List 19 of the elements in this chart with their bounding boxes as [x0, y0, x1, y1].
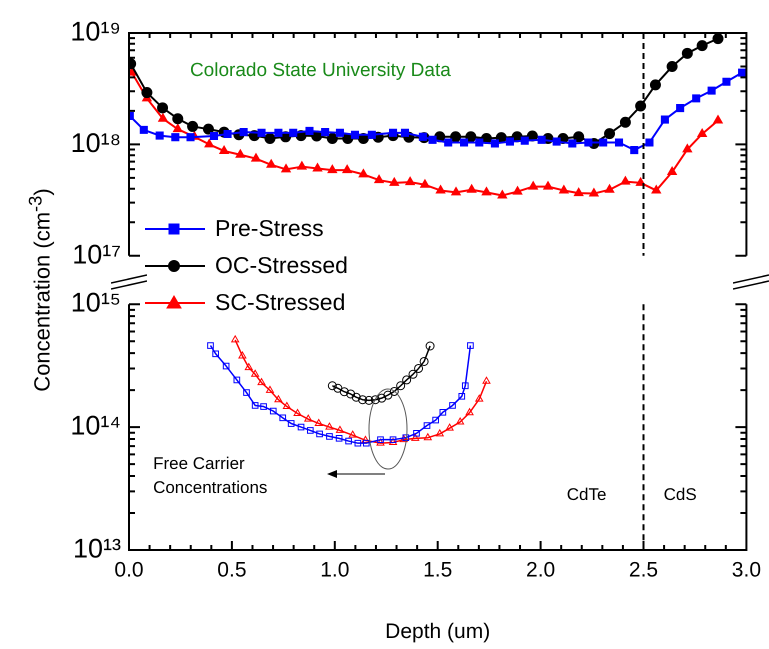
legend-label: OC-Stressed [215, 252, 348, 279]
x-tick-label: 3.0 [732, 558, 762, 582]
x-tick-label: 0.0 [114, 558, 144, 582]
annotation: CdS [664, 484, 697, 505]
x-tick-label: 2.5 [628, 558, 658, 582]
y-tick-label: 10¹⁵ [70, 288, 121, 318]
y-tick-label: 10¹⁴ [70, 410, 121, 441]
x-axis-title: Depth (um) [385, 620, 490, 644]
legend-label: SC-Stressed [215, 289, 346, 316]
x-tick-label: 0.5 [217, 558, 246, 582]
x-tick-label: 1.0 [320, 558, 350, 582]
y-tick-label: 10¹⁸ [70, 128, 121, 158]
annotation: CdTe [566, 484, 606, 505]
x-tick-label: 1.5 [423, 558, 452, 582]
x-tick-label: 2.0 [526, 558, 556, 582]
legend-label: Pre-Stress [215, 215, 324, 242]
annotation: Free Carrier Concentrations [153, 452, 268, 500]
y-tick-label: 10¹⁷ [72, 239, 121, 270]
y-tick-label: 10¹⁹ [70, 16, 121, 46]
